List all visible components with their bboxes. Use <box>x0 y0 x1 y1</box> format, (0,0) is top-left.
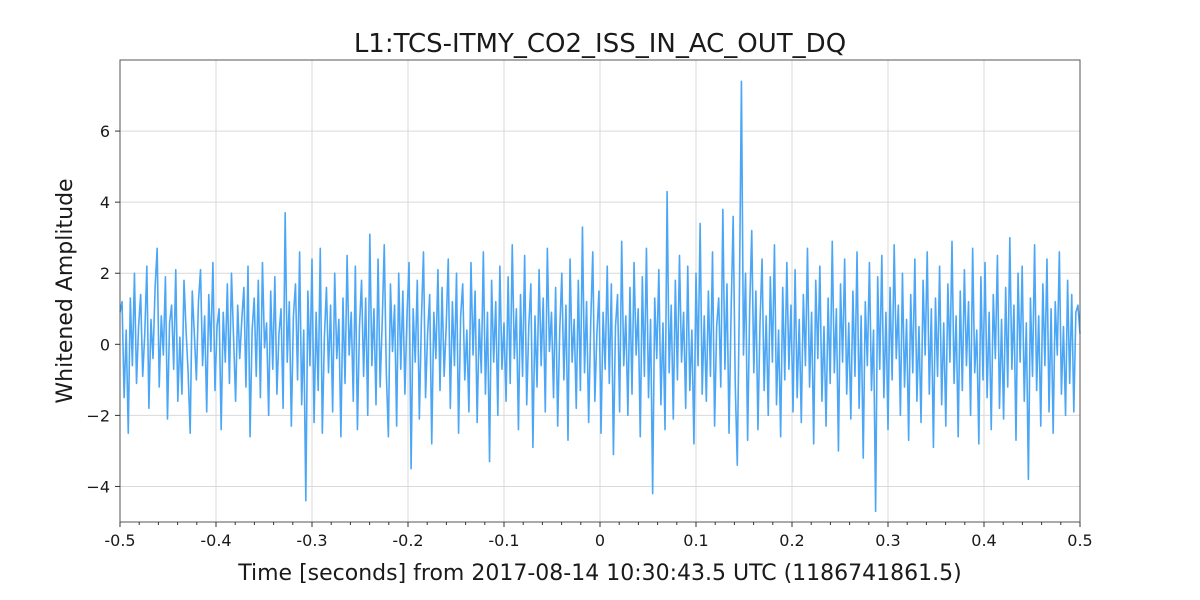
series-layer <box>119 80 1081 513</box>
ticks: -0.5 -0.4 -0.3 -0.2 -0.1 0 0.1 0.2 0.3 0.4 0.5 −4 −2… <box>86 122 1092 550</box>
y-tick-label: −4 <box>86 477 110 496</box>
chart-title: L1:TCS-ITMY_CO2_ISS_IN_AC_OUT_DQ <box>354 29 846 59</box>
x-tick-label: 0.3 <box>875 531 900 550</box>
x-tick-label: 0 <box>595 531 605 550</box>
y-tick-label: 4 <box>100 193 110 212</box>
x-tick-label: 0.4 <box>971 531 996 550</box>
x-tick-label: 0.1 <box>683 531 708 550</box>
y-tick-label: 2 <box>100 264 110 283</box>
y-axis-label: Whitened Amplitude <box>53 178 78 403</box>
x-tick-label: -0.5 <box>104 531 135 550</box>
x-tick-label: 0.5 <box>1067 531 1092 550</box>
y-tick-label: 6 <box>100 122 110 141</box>
x-tick-label: -0.1 <box>488 531 519 550</box>
y-tick-label: 0 <box>100 335 110 354</box>
x-axis-label: Time [seconds] from 2017-08-14 10:30:43.… <box>237 561 961 586</box>
x-tick-label: -0.2 <box>392 531 423 550</box>
x-tick-label: -0.3 <box>296 531 327 550</box>
series-line-0 <box>119 80 1081 513</box>
x-tick-label: -0.4 <box>200 531 231 550</box>
y-tick-label: −2 <box>86 406 110 425</box>
grid <box>119 60 1081 522</box>
x-tick-label: 0.2 <box>779 531 804 550</box>
